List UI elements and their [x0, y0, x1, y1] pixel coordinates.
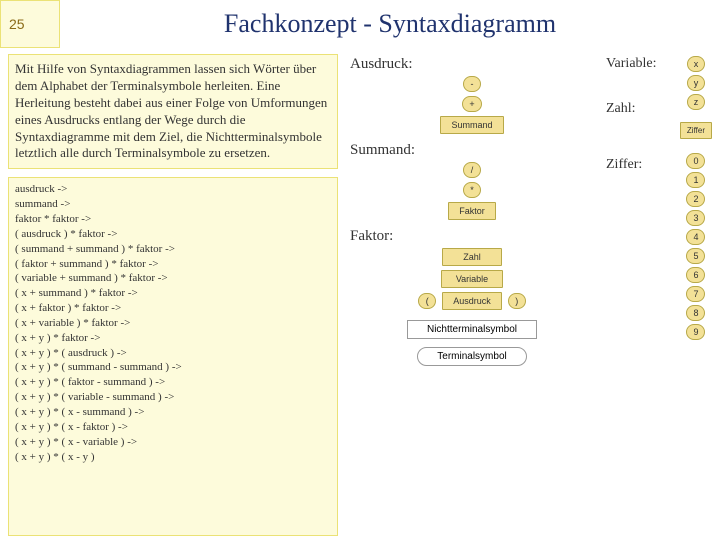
terminal-digit: 6	[686, 267, 705, 283]
terminal-digit: 5	[686, 248, 705, 264]
terminal-digit: 9	[686, 324, 705, 340]
legend-nonterminal: Nichtterminalsymbol	[407, 320, 537, 339]
derivation-line: ( x + y ) * ( faktor - summand ) ->	[15, 375, 331, 390]
label-zahl: Zahl:	[606, 101, 672, 117]
diagram-faktor: Zahl Variable ( Ausdruck )	[346, 248, 598, 310]
terminal-lparen: (	[418, 293, 436, 309]
terminal-digit: 8	[686, 305, 705, 321]
page-title: Fachkonzept - Syntaxdiagramm	[60, 9, 720, 39]
terminal-slash: /	[463, 162, 481, 178]
header: 25 Fachkonzept - Syntaxdiagramm	[0, 0, 720, 48]
derivation-line: ( x + variable ) * faktor ->	[15, 316, 331, 331]
diagram-ausdruck: - + Summand	[346, 76, 598, 134]
variable-zahl-stack: x y z Ziffer 0 1 2 3 4 5 6 7 8 9	[680, 56, 712, 340]
derivation-box: ausdruck ->summand ->faktor * faktor ->(…	[8, 177, 338, 536]
derivation-line: ( x + faktor ) * faktor ->	[15, 301, 331, 316]
left-column: Mit Hilfe von Syntaxdiagrammen lassen si…	[8, 54, 338, 536]
derivation-line: ( x + y ) * ( ausdruck ) ->	[15, 346, 331, 361]
derivation-line: ( x + y ) * ( x - faktor ) ->	[15, 420, 331, 435]
derivation-line: ( variable + summand ) * faktor ->	[15, 271, 331, 286]
label-faktor: Faktor:	[350, 228, 596, 245]
right-column: Ausdruck: - + Summand Summand: / * Fakto…	[346, 54, 712, 536]
label-ziffer: Ziffer:	[606, 157, 672, 173]
derivation-line: ( ausdruck ) * faktor ->	[15, 227, 331, 242]
derivation-line: ( x + y ) * faktor ->	[15, 331, 331, 346]
terminal-x: x	[687, 56, 706, 72]
nonterminal-ziffer: Ziffer	[680, 122, 712, 139]
nonterminal-ausdruck: Ausdruck	[442, 292, 502, 310]
derivation-line: ausdruck ->	[15, 182, 331, 197]
derivation-line: ( summand + summand ) * faktor ->	[15, 242, 331, 257]
nonterminal-variable: Variable	[441, 270, 503, 288]
page-number: 25	[0, 0, 60, 48]
terminal-digit: 1	[686, 172, 705, 188]
nonterminal-zahl: Zahl	[442, 248, 502, 266]
terminal-digit: 0	[686, 153, 705, 169]
nonterminal-summand: Summand	[440, 116, 503, 134]
terminal-digit: 7	[686, 286, 705, 302]
derivation-line: ( x + y ) * ( x - y )	[15, 450, 331, 465]
derivation-line: summand ->	[15, 197, 331, 212]
derivation-line: ( x + y ) * ( x - variable ) ->	[15, 435, 331, 450]
derivation-line: faktor * faktor ->	[15, 212, 331, 227]
content: Mit Hilfe von Syntaxdiagrammen lassen si…	[0, 48, 720, 540]
terminal-digit: 4	[686, 229, 705, 245]
terminal-star: *	[463, 182, 481, 198]
terminal-rparen: )	[508, 293, 526, 309]
terminal-y: y	[687, 75, 706, 91]
label-ausdruck: Ausdruck:	[350, 56, 596, 73]
terminal-digit: 2	[686, 191, 705, 207]
label-variable: Variable:	[606, 56, 672, 72]
derivation-line: ( x + y ) * ( summand - summand ) ->	[15, 360, 331, 375]
derivation-line: ( x + y ) * ( variable - summand ) ->	[15, 390, 331, 405]
digit-stack: 0 1 2 3 4 5 6 7 8 9	[686, 153, 705, 340]
explanation-paragraph: Mit Hilfe von Syntaxdiagrammen lassen si…	[8, 54, 338, 169]
terminal-plus: +	[462, 96, 481, 112]
derivation-line: ( x + summand ) * faktor ->	[15, 286, 331, 301]
derivation-line: ( faktor + summand ) * faktor ->	[15, 257, 331, 272]
derivation-line: ( x + y ) * ( x - summand ) ->	[15, 405, 331, 420]
legend-terminal: Terminalsymbol	[417, 347, 527, 366]
diagram-summand: / * Faktor	[346, 162, 598, 220]
side-column: Variable: Zahl: Ziffer: x y z Ziffer 0 1 2…	[602, 54, 712, 536]
terminal-minus: -	[463, 76, 481, 92]
slide: 25 Fachkonzept - Syntaxdiagramm Mit Hilf…	[0, 0, 720, 540]
label-summand: Summand:	[350, 142, 596, 159]
faktor-paren-row: ( Ausdruck )	[418, 292, 526, 310]
diagram-column: Ausdruck: - + Summand Summand: / * Fakto…	[346, 54, 598, 536]
nonterminal-faktor: Faktor	[448, 202, 496, 220]
terminal-digit: 3	[686, 210, 705, 226]
terminal-z: z	[687, 94, 706, 110]
